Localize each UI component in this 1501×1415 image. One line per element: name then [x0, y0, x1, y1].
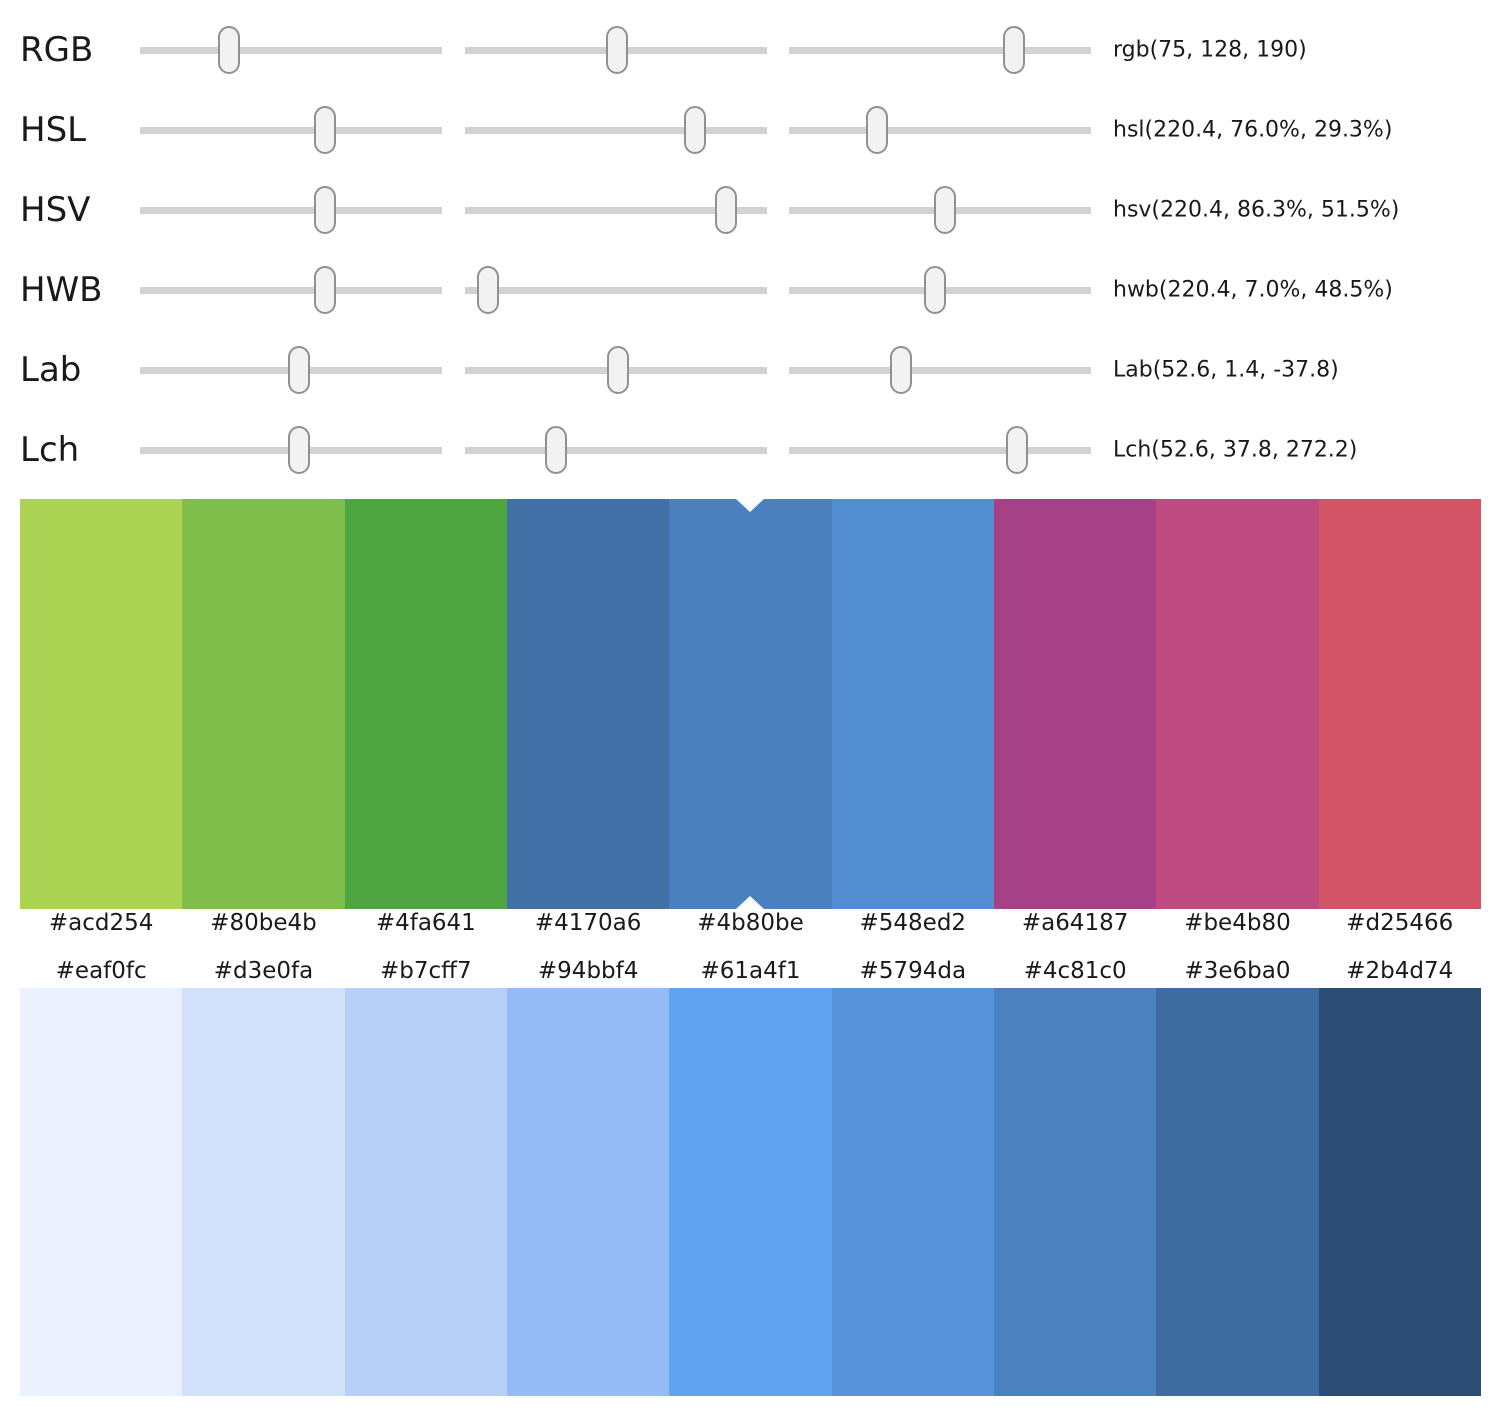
hsl-value-text: hsl(220.4, 76.0%, 29.3%)	[1113, 117, 1393, 143]
hex-label: #a64187	[1021, 910, 1129, 936]
hue-swatch-4[interactable]	[506, 499, 670, 909]
hue-swatch-5-selected[interactable]	[669, 499, 832, 909]
lab-lightness-slider-thumb[interactable]	[287, 346, 310, 394]
lch-value-text: Lch(52.6, 37.8, 272.2)	[1113, 437, 1358, 463]
hwb-whiteness-slider-thumb[interactable]	[476, 266, 499, 314]
colorspace-label-hsv: HSV	[20, 190, 91, 230]
hsv-saturation-slider[interactable]	[465, 186, 767, 234]
lab-a-slider[interactable]	[465, 346, 767, 394]
selected-swatch-marker-bottom	[736, 896, 765, 909]
hex-label: #eaf0fc	[55, 958, 147, 984]
lch-chroma-slider-thumb[interactable]	[545, 426, 568, 474]
hex-label: #4c81c0	[1023, 958, 1127, 984]
scale-palette-hex-labels: #eaf0fc #d3e0fa #b7cff7 #94bbf4 #61a4f1 …	[20, 948, 1481, 994]
hwb-blackness-slider[interactable]	[789, 266, 1091, 314]
hsv-hue-slider-thumb[interactable]	[313, 186, 336, 234]
hex-label: #94bbf4	[537, 958, 639, 984]
lab-b-slider[interactable]	[789, 346, 1091, 394]
hsv-hue-slider[interactable]	[140, 186, 442, 234]
hue-swatch-7[interactable]	[993, 499, 1157, 909]
lch-lightness-slider-thumb[interactable]	[287, 426, 310, 474]
scale-swatch-2[interactable]	[182, 988, 345, 1396]
lab-b-slider-thumb[interactable]	[889, 346, 912, 394]
hsv-value-slider-thumb[interactable]	[933, 186, 956, 234]
colorspace-label-hsl: HSL	[20, 110, 87, 150]
colorspace-label-rgb: RGB	[20, 30, 94, 70]
hue-palette-hex-labels: #acd254 #80be4b #4fa641 #4170a6 #4b80be …	[20, 900, 1481, 946]
rgb-blue-slider-thumb[interactable]	[1002, 26, 1025, 74]
hex-label: #5794da	[859, 958, 967, 984]
scale-swatch-7[interactable]	[993, 988, 1157, 1396]
rgb-green-slider-thumb[interactable]	[605, 26, 628, 74]
lab-lightness-slider[interactable]	[140, 346, 442, 394]
hsl-lightness-slider-thumb[interactable]	[866, 106, 889, 154]
rgb-green-slider[interactable]	[465, 26, 767, 74]
hsl-hue-slider-thumb[interactable]	[313, 106, 336, 154]
scale-swatch-6[interactable]	[831, 988, 994, 1396]
hex-label: #b7cff7	[380, 958, 472, 984]
hsv-value-text: hsv(220.4, 86.3%, 51.5%)	[1113, 197, 1400, 223]
hex-label: #d3e0fa	[213, 958, 314, 984]
lch-chroma-slider[interactable]	[465, 426, 767, 474]
hsl-lightness-slider[interactable]	[789, 106, 1091, 154]
hsl-hue-slider[interactable]	[140, 106, 442, 154]
scale-swatch-1[interactable]	[20, 988, 183, 1396]
slider-row-hsl: HSL hsl(220.4, 76.0%, 29.3%)	[0, 90, 1501, 170]
hue-swatch-3[interactable]	[344, 499, 507, 909]
slider-row-hsv: HSV hsv(220.4, 86.3%, 51.5%)	[0, 170, 1501, 250]
hue-swatch-8[interactable]	[1156, 499, 1319, 909]
hue-swatch-1[interactable]	[20, 499, 183, 909]
scale-swatch-3[interactable]	[344, 988, 507, 1396]
hwb-whiteness-slider[interactable]	[465, 266, 767, 314]
hex-label: #4fa641	[375, 910, 476, 936]
hex-label: #61a4f1	[700, 958, 801, 984]
hsv-saturation-slider-thumb[interactable]	[714, 186, 737, 234]
scale-swatch-4[interactable]	[506, 988, 670, 1396]
slider-row-rgb: RGB rgb(75, 128, 190)	[0, 10, 1501, 90]
hex-label: #3e6ba0	[1184, 958, 1291, 984]
hsl-saturation-slider[interactable]	[465, 106, 767, 154]
rgb-blue-slider[interactable]	[789, 26, 1091, 74]
selected-swatch-marker-top	[736, 499, 765, 512]
colorspace-label-hwb: HWB	[20, 270, 103, 310]
hwb-value-text: hwb(220.4, 7.0%, 48.5%)	[1113, 277, 1393, 303]
lightness-scale-palette	[20, 988, 1481, 1396]
hue-swatch-6[interactable]	[831, 499, 994, 909]
hsl-saturation-slider-thumb[interactable]	[683, 106, 706, 154]
hex-label: #d25466	[1346, 910, 1454, 936]
lch-hue-slider-thumb[interactable]	[1006, 426, 1029, 474]
rgb-red-slider[interactable]	[140, 26, 442, 74]
hex-label: #2b4d74	[1346, 958, 1454, 984]
scale-swatch-9[interactable]	[1318, 988, 1481, 1396]
slider-row-lch: Lch Lch(52.6, 37.8, 272.2)	[0, 410, 1501, 490]
hex-label: #80be4b	[210, 910, 317, 936]
lch-lightness-slider[interactable]	[140, 426, 442, 474]
lch-hue-slider[interactable]	[789, 426, 1091, 474]
rgb-value-text: rgb(75, 128, 190)	[1113, 37, 1307, 63]
hex-label: #548ed2	[859, 910, 967, 936]
hwb-hue-slider-thumb[interactable]	[313, 266, 336, 314]
colorspace-label-lch: Lch	[20, 430, 80, 470]
slider-row-lab: Lab Lab(52.6, 1.4, -37.8)	[0, 330, 1501, 410]
hex-label: #acd254	[48, 910, 154, 936]
scale-swatch-8[interactable]	[1156, 988, 1319, 1396]
lab-a-slider-thumb[interactable]	[607, 346, 630, 394]
hex-label: #be4b80	[1184, 910, 1291, 936]
rgb-red-slider-thumb[interactable]	[217, 26, 240, 74]
hue-swatch-2[interactable]	[182, 499, 345, 909]
hsv-value-slider[interactable]	[789, 186, 1091, 234]
lab-value-text: Lab(52.6, 1.4, -37.8)	[1113, 357, 1339, 383]
hex-label: #4170a6	[534, 910, 642, 936]
hwb-blackness-slider-thumb[interactable]	[924, 266, 947, 314]
scale-swatch-5[interactable]	[669, 988, 832, 1396]
hex-label: #4b80be	[697, 910, 804, 936]
hwb-hue-slider[interactable]	[140, 266, 442, 314]
hue-variations-palette	[20, 499, 1481, 909]
hue-swatch-9[interactable]	[1318, 499, 1481, 909]
slider-row-hwb: HWB hwb(220.4, 7.0%, 48.5%)	[0, 250, 1501, 330]
colorspace-label-lab: Lab	[20, 350, 82, 390]
